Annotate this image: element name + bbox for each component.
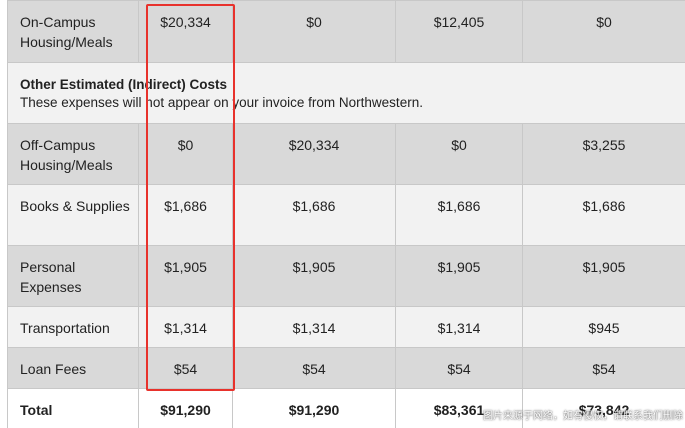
value-cell: $1,686 — [395, 184, 523, 246]
value-cell: $1,314 — [138, 306, 233, 348]
value-cell: $54 — [232, 347, 396, 389]
row-label: Off-Campus Housing/Meals — [7, 123, 139, 185]
value-cell: $1,905 — [395, 245, 523, 307]
section-header-row: Other Estimated (Indirect) Costs These e… — [7, 62, 685, 124]
value-cell: $1,905 — [138, 245, 233, 307]
section-title: Other Estimated (Indirect) Costs — [20, 77, 228, 92]
watermark-text: 图片来源于网络，如有侵权，请联系我们删除 — [483, 411, 683, 422]
value-cell: $20,334 — [138, 0, 233, 63]
row-label: Personal Expenses — [7, 245, 139, 307]
value-cell: $54 — [138, 347, 233, 389]
value-cell: $3,255 — [522, 123, 685, 185]
section-header: Other Estimated (Indirect) Costs These e… — [7, 62, 685, 124]
table-row-books-supplies: Books & Supplies $1,686 $1,686 $1,686 $1… — [7, 184, 685, 246]
table-row-loan-fees: Loan Fees $54 $54 $54 $54 — [7, 347, 685, 389]
total-cell: $83,361 — [395, 388, 523, 428]
section-subtitle: These expenses will not appear on your i… — [20, 95, 423, 110]
value-cell: $54 — [522, 347, 685, 389]
table-row-transportation: Transportation $1,314 $1,314 $1,314 $945 — [7, 306, 685, 348]
value-cell: $0 — [395, 123, 523, 185]
total-cell: $91,290 — [232, 388, 396, 428]
value-cell: $1,905 — [522, 245, 685, 307]
total-cell: $73,842 — [522, 388, 685, 428]
value-cell: $54 — [395, 347, 523, 389]
value-cell: $12,405 — [395, 0, 523, 63]
cost-of-attendance-table: On-Campus Housing/Meals $20,334 $0 $12,4… — [7, 0, 685, 428]
table-row-off-campus-housing: Off-Campus Housing/Meals $0 $20,334 $0 $… — [7, 123, 685, 185]
value-cell: $1,686 — [232, 184, 396, 246]
table-row-on-campus-housing: On-Campus Housing/Meals $20,334 $0 $12,4… — [7, 0, 685, 63]
table-row-personal-expenses: Personal Expenses $1,905 $1,905 $1,905 $… — [7, 245, 685, 307]
total-cell: $91,290 — [138, 388, 233, 428]
table-row-total: Total $91,290 $91,290 $83,361 $73,842 — [7, 388, 685, 428]
row-label: Loan Fees — [7, 347, 139, 389]
value-cell: $0 — [138, 123, 233, 185]
value-cell: $945 — [522, 306, 685, 348]
row-label: Transportation — [7, 306, 139, 348]
value-cell: $0 — [522, 0, 685, 63]
value-cell: $1,686 — [138, 184, 233, 246]
value-cell: $1,905 — [232, 245, 396, 307]
value-cell: $1,314 — [395, 306, 523, 348]
row-label: On-Campus Housing/Meals — [7, 0, 139, 63]
value-cell: $20,334 — [232, 123, 396, 185]
row-label: Books & Supplies — [7, 184, 139, 246]
value-cell: $0 — [232, 0, 396, 63]
row-label: Total — [7, 388, 139, 428]
value-cell: $1,314 — [232, 306, 396, 348]
value-cell: $1,686 — [522, 184, 685, 246]
